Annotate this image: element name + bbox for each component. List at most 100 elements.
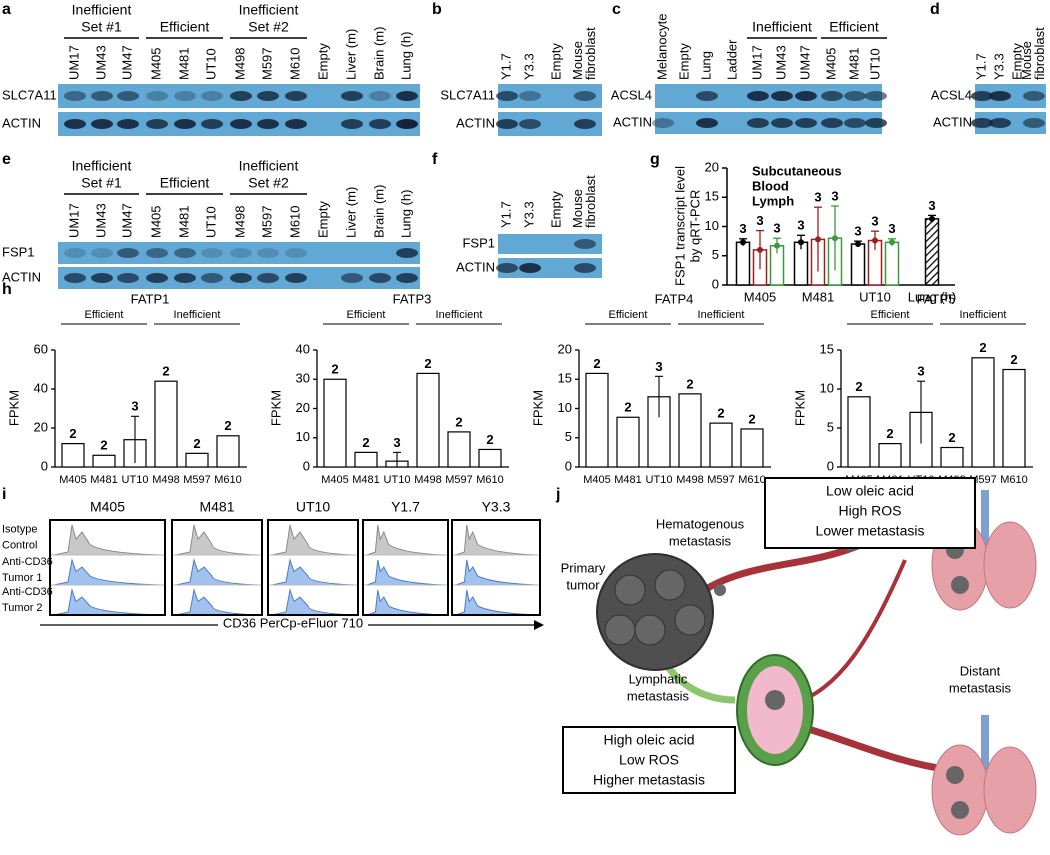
n-label: 2 <box>486 432 493 447</box>
lane-label: Melanocyte <box>654 14 669 80</box>
group-label: Inefficient <box>174 309 221 321</box>
lane-label: Empty <box>1009 43 1024 80</box>
y-tick-label: 20 <box>34 419 48 434</box>
panel-letter: g <box>650 151 660 168</box>
row-label: ACTIN <box>456 259 495 274</box>
lane-label: Empty <box>315 43 330 80</box>
band <box>117 273 139 283</box>
tumor-lobe <box>674 604 706 636</box>
panel-frame <box>451 519 541 616</box>
x-tick-label: M481 <box>352 474 380 486</box>
band <box>174 248 196 258</box>
row-label: ACTIN <box>2 269 41 284</box>
row-label: ACTIN <box>456 115 495 130</box>
metastasis-nodule <box>951 576 969 594</box>
band <box>574 263 596 273</box>
band <box>201 248 223 258</box>
blot-membrane <box>498 234 602 254</box>
chart-title: FATP1 <box>131 291 170 306</box>
x-tick-label: M610 <box>738 474 766 486</box>
tumor-lobe <box>604 614 636 646</box>
blot-membrane <box>498 258 602 278</box>
mean-dot <box>774 242 780 249</box>
band <box>201 273 223 283</box>
x-tick-label: UT10 <box>646 474 673 486</box>
panel-frame <box>49 519 166 616</box>
box-text: Low ROS <box>619 752 679 768</box>
mean-dot <box>815 236 821 243</box>
histogram <box>175 524 259 556</box>
n-label: 3 <box>888 221 895 236</box>
y-axis-label: by qRT-PCR <box>687 190 702 263</box>
band <box>519 119 541 129</box>
y-axis-label: FPKM <box>6 390 21 426</box>
lane-label: Lung (h) <box>398 32 413 80</box>
n-label: 3 <box>773 221 780 236</box>
x-tick-label: M498 <box>414 474 442 486</box>
band <box>844 118 866 128</box>
band <box>396 248 418 258</box>
band <box>369 119 391 129</box>
group-label: Inefficient <box>239 158 299 174</box>
lane-label: M498 <box>232 47 247 80</box>
legend-entry: Subcutaneous <box>752 163 842 178</box>
y-tick-label: 0 <box>41 458 48 473</box>
diagram-label: metastasis <box>949 680 1012 695</box>
lane-label: M405 <box>148 47 163 80</box>
row-label: SLC7A11 <box>440 87 495 102</box>
panel-frame <box>267 519 359 616</box>
bar <box>678 393 702 468</box>
band <box>91 119 113 129</box>
lane-label: Ladder <box>724 39 739 80</box>
lane-label: Mouse <box>570 189 585 228</box>
lane-label: Empty <box>315 201 330 238</box>
column-title: UT10 <box>296 499 330 515</box>
band <box>989 91 1011 101</box>
band <box>257 119 279 129</box>
histogram <box>366 524 445 556</box>
y-tick-label: 10 <box>296 429 310 444</box>
diagram-label: Lymphatic <box>629 671 688 686</box>
n-label: 2 <box>717 406 724 421</box>
band <box>91 248 113 258</box>
row-label: Anti-CD36 <box>2 586 53 598</box>
group-label: Set #2 <box>248 175 289 191</box>
panel-letter: e <box>2 151 11 168</box>
x-tick-label: M405 <box>321 474 349 486</box>
metastasis-nodule <box>951 801 969 819</box>
lane-label: Y1.7 <box>498 53 513 80</box>
band <box>174 91 196 101</box>
y-axis-label: FSP1 transcript level <box>672 166 687 286</box>
lane-label: M498 <box>232 205 247 238</box>
lane-label: M405 <box>823 47 838 80</box>
band <box>117 91 139 101</box>
histogram <box>271 524 355 556</box>
lane-label: M481 <box>176 47 191 80</box>
n-label: 3 <box>393 435 400 450</box>
row-label: FSP1 <box>462 235 495 250</box>
band <box>971 91 993 101</box>
band <box>989 118 1011 128</box>
y-tick-label: 0 <box>565 458 572 473</box>
tumor-lobe <box>654 569 686 601</box>
band <box>696 91 718 101</box>
histogram <box>53 524 162 556</box>
panel-letter: h <box>2 281 12 298</box>
n-label: 2 <box>886 426 893 441</box>
bar <box>447 431 471 468</box>
circulating-cell <box>714 584 726 596</box>
lane-label: UM43 <box>93 45 108 80</box>
band <box>696 118 718 128</box>
lane-label: UT10 <box>867 48 882 80</box>
band <box>771 91 793 101</box>
band <box>519 263 541 273</box>
x-tick-label: M481 <box>90 474 118 486</box>
mean-dot <box>855 241 861 248</box>
bar <box>847 396 871 468</box>
box-text: High oleic acid <box>603 732 694 748</box>
n-label: 3 <box>917 364 924 379</box>
group-label: Efficient <box>871 309 910 321</box>
x-tick-label: M405 <box>583 474 611 486</box>
